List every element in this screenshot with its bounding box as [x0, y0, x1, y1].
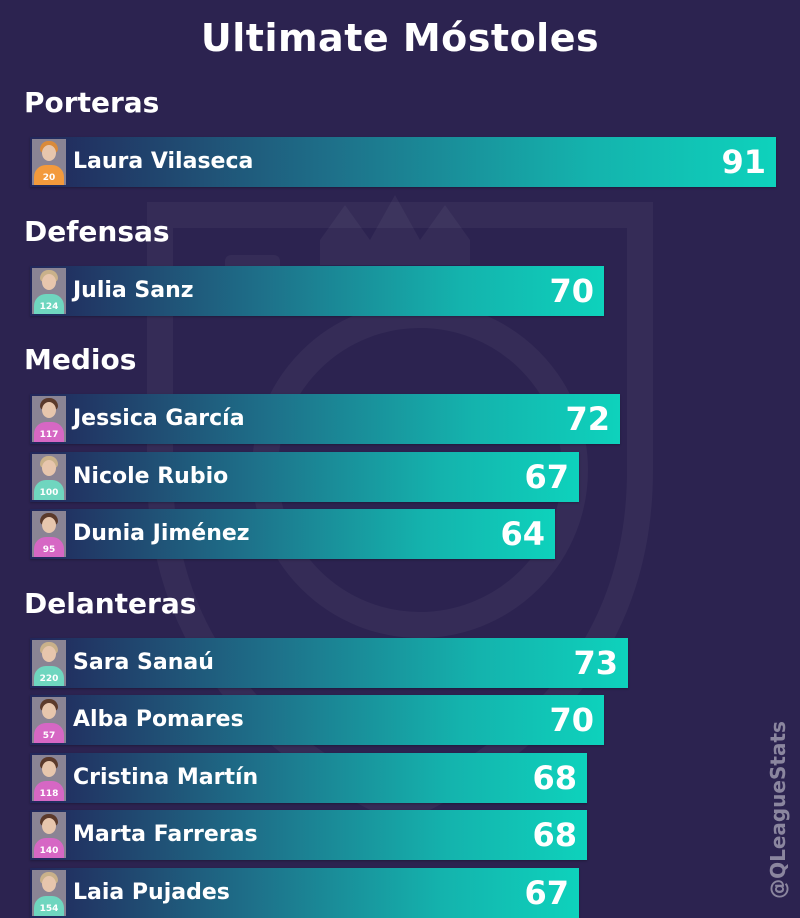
- bar-value-label: 67: [524, 457, 569, 496]
- avatar-shirt: [34, 780, 64, 801]
- bar: [30, 394, 620, 444]
- bar-value-label: 70: [549, 701, 594, 739]
- bar-value-label: 68: [532, 816, 577, 854]
- avatar-face: [42, 517, 56, 533]
- bar: [30, 451, 579, 502]
- avatar-shirt: [34, 165, 64, 185]
- avatar-face: [42, 273, 56, 290]
- player-bar-row: 140 Marta Farreras 68: [30, 810, 587, 860]
- player-avatar: 57: [32, 697, 66, 743]
- player-bar-row: 220 Sara Sanaú 73: [30, 637, 628, 688]
- avatar-face: [42, 760, 56, 777]
- player-name: Jessica García: [73, 406, 245, 431]
- player-avatar: 20: [32, 139, 66, 185]
- player-name: Laia Pujades: [73, 879, 230, 905]
- shirt-number: 140: [39, 846, 59, 856]
- bar-value-label: 68: [532, 758, 577, 797]
- avatar-shirt: [34, 838, 64, 858]
- player-avatar: 124: [32, 267, 66, 314]
- avatar-face: [42, 402, 56, 418]
- avatar-shirt: [34, 293, 64, 314]
- player-bar-row: 118 Cristina Martín 68: [30, 752, 587, 803]
- bar-value-label: 91: [721, 143, 766, 181]
- player-name: Marta Farreras: [73, 822, 258, 847]
- bar-value-label: 70: [549, 271, 594, 310]
- bar-value-label: 67: [524, 873, 569, 912]
- player-name: Nicole Rubio: [73, 463, 229, 489]
- avatar-face: [42, 145, 56, 161]
- shirt-number: 95: [42, 545, 56, 555]
- player-bar-row: 100 Nicole Rubio 67: [30, 451, 579, 502]
- bar: [30, 695, 604, 745]
- avatar-face: [42, 703, 56, 719]
- page-title: Ultimate Móstoles: [200, 16, 600, 60]
- shirt-number: 117: [39, 430, 59, 440]
- bar: [30, 637, 628, 688]
- player-name: Alba Pomares: [73, 707, 244, 732]
- player-avatar: 100: [32, 453, 66, 500]
- player-avatar: 118: [32, 754, 66, 801]
- player-avatar: 117: [32, 396, 66, 442]
- player-bar-row: 154 Laia Pujades 67: [30, 867, 579, 918]
- player-avatar: 140: [32, 812, 66, 858]
- avatar-face: [42, 459, 56, 476]
- avatar-shirt: [34, 665, 64, 686]
- player-bar-row: 124 Julia Sanz 70: [30, 265, 604, 316]
- player-avatar: 95: [32, 511, 66, 557]
- bar: [30, 137, 776, 187]
- player-bar-row: 20 Laura Vilaseca 91: [30, 137, 776, 187]
- avatar-face: [42, 818, 56, 834]
- shirt-number: 124: [39, 301, 59, 312]
- player-name: Cristina Martín: [73, 764, 259, 790]
- shirt-number: 118: [39, 788, 59, 799]
- watermark-handle: @QLeagueStats: [766, 721, 790, 899]
- bar-value-label: 72: [565, 400, 610, 438]
- player-name: Dunia Jiménez: [73, 521, 250, 546]
- bar: [30, 752, 587, 803]
- shirt-number: 20: [42, 173, 56, 183]
- player-name: Laura Vilaseca: [73, 149, 254, 174]
- section-label: Medios: [24, 343, 137, 376]
- section-label: Porteras: [24, 86, 160, 119]
- avatar-shirt: [34, 537, 64, 557]
- player-bar-row: 57 Alba Pomares 70: [30, 695, 604, 745]
- player-name: Julia Sanz: [73, 277, 194, 303]
- bar: [30, 810, 587, 860]
- player-name: Sara Sanaú: [73, 649, 214, 675]
- player-avatar: 220: [32, 639, 66, 686]
- shirt-number: 57: [42, 731, 56, 741]
- bar: [30, 509, 555, 559]
- bar: [30, 265, 604, 316]
- avatar-shirt: [34, 723, 64, 743]
- avatar-shirt: [34, 422, 64, 442]
- section-label: Defensas: [24, 214, 170, 248]
- shirt-number: 100: [39, 487, 59, 498]
- avatar-shirt: [34, 479, 64, 500]
- shirt-number: 220: [39, 673, 59, 684]
- shirt-number: 154: [39, 903, 59, 914]
- bar-value-label: 64: [500, 515, 545, 553]
- player-bar-row: 95 Dunia Jiménez 64: [30, 509, 555, 559]
- avatar-face: [42, 875, 56, 892]
- player-bar-row: 117 Jessica García 72: [30, 394, 620, 444]
- bar-value-label: 73: [573, 643, 618, 682]
- section-label: Delanteras: [24, 586, 197, 620]
- player-avatar: 154: [32, 869, 66, 916]
- avatar-face: [42, 645, 56, 662]
